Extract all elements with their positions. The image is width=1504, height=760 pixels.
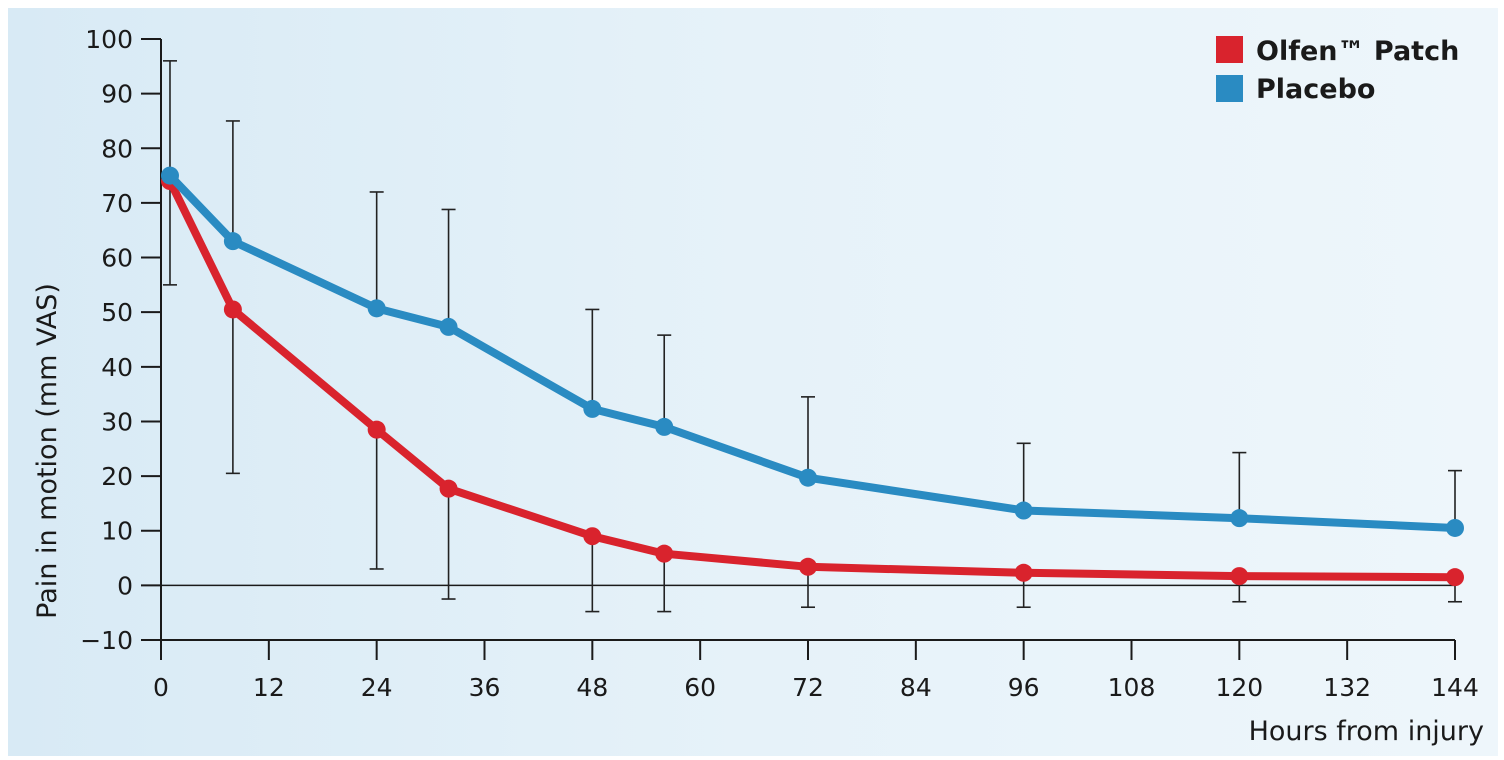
data-point-placebo (1014, 501, 1033, 520)
data-point-placebo (799, 468, 817, 487)
series-lines (160, 166, 1464, 587)
y-tick-label: 60 (101, 244, 133, 273)
y-tick-label: −10 (80, 626, 133, 655)
y-tick-label: 10 (101, 517, 133, 546)
data-point-placebo (160, 166, 179, 185)
data-point-olfen (655, 544, 674, 563)
data-point-placebo (1230, 509, 1249, 528)
x-tick-label: 24 (361, 673, 393, 702)
legend: Olfen™ Patch Placebo (1216, 36, 1459, 105)
x-axis-title: Hours from injury (1249, 716, 1484, 747)
x-tick-label: 108 (1108, 673, 1156, 702)
x-tick-label: 144 (1431, 673, 1479, 702)
data-point-olfen (223, 300, 242, 319)
error-bars (162, 60, 1462, 613)
data-point-olfen (439, 479, 458, 498)
data-point-olfen (583, 527, 602, 546)
x-tick-label: 72 (792, 673, 824, 702)
data-point-olfen (799, 557, 817, 576)
tick-labels: −10 0 10 20 30 40 50 60 70 80 90 100 0 12 24 36 48 60 72 84… (80, 25, 1479, 702)
plot-panel (8, 8, 1498, 756)
legend-swatch-olfen (1216, 36, 1243, 63)
y-tick-label: 80 (101, 134, 133, 163)
x-tick-label: 96 (1008, 673, 1040, 702)
legend-label-olfen: Olfen™ Patch (1256, 36, 1459, 67)
y-tick-label: 20 (101, 462, 133, 491)
series-line-olfen (166, 177, 1459, 582)
data-point-placebo (655, 417, 674, 436)
x-tick-label: 132 (1323, 673, 1371, 702)
y-tick-label: 0 (117, 571, 133, 600)
data-point-placebo (1446, 518, 1464, 537)
y-tick-label: 50 (101, 298, 133, 327)
data-point-placebo (583, 399, 602, 418)
y-tick-label: 90 (101, 80, 133, 109)
y-tick-label: 70 (101, 189, 133, 218)
data-point-olfen (1446, 568, 1464, 587)
y-axis-title: Pain in motion (mm VAS) (32, 283, 63, 619)
data-point-olfen (367, 420, 386, 439)
y-tick-label: 30 (101, 407, 133, 436)
data-point-placebo (367, 299, 386, 318)
x-tick-label: 120 (1215, 673, 1263, 702)
x-tick-label: 0 (153, 673, 169, 702)
data-point-olfen (1230, 567, 1249, 586)
x-tick-label: 36 (469, 673, 501, 702)
series-line-placebo (166, 171, 1459, 532)
data-point-placebo (439, 317, 458, 336)
data-point-olfen (1014, 563, 1033, 582)
legend-label-placebo: Placebo (1256, 74, 1375, 105)
x-tick-label: 48 (576, 673, 608, 702)
y-tick-label: 40 (101, 353, 133, 382)
x-tick-label: 60 (684, 673, 716, 702)
y-tick-label: 100 (85, 25, 133, 54)
x-tick-label: 12 (253, 673, 285, 702)
data-point-placebo (223, 232, 242, 251)
legend-swatch-placebo (1216, 75, 1243, 102)
x-tick-label: 84 (900, 673, 932, 702)
